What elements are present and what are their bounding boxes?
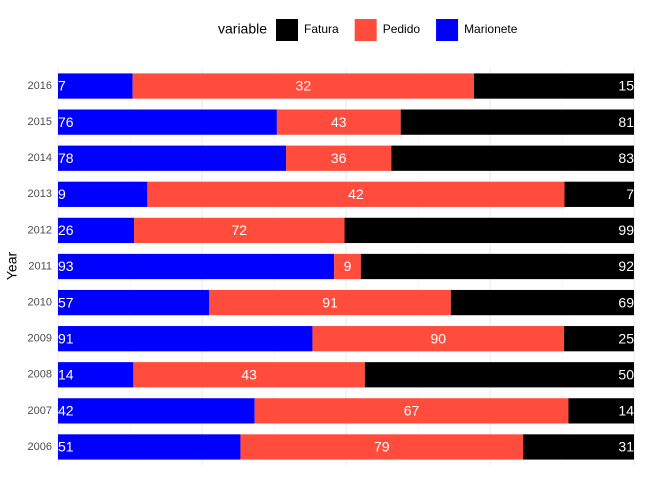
bar-segment bbox=[58, 326, 313, 352]
data-label: 36 bbox=[331, 150, 347, 166]
bar-segment bbox=[391, 145, 634, 171]
data-label: 91 bbox=[322, 294, 338, 310]
bar-segment bbox=[254, 398, 569, 424]
legend-title: variable bbox=[218, 21, 267, 37]
data-label: 9 bbox=[58, 186, 66, 202]
data-label: 90 bbox=[430, 330, 446, 346]
legend-label: Pedido bbox=[383, 22, 421, 36]
bar-segment bbox=[58, 73, 133, 99]
bar-segment bbox=[474, 73, 634, 99]
bar-segment bbox=[564, 181, 634, 207]
bar-segment bbox=[364, 362, 634, 388]
data-label: 99 bbox=[618, 222, 634, 238]
bar-segment bbox=[209, 289, 451, 316]
data-label: 83 bbox=[618, 150, 634, 166]
y-tick-label: 2016 bbox=[28, 80, 52, 92]
data-label: 32 bbox=[296, 78, 312, 94]
y-tick-label: 2012 bbox=[28, 224, 52, 236]
data-label: 76 bbox=[58, 114, 74, 130]
bar-segment bbox=[58, 109, 277, 135]
y-tick-label: 2007 bbox=[28, 405, 52, 417]
bar-segment bbox=[58, 362, 134, 388]
bar-segment bbox=[58, 217, 135, 244]
bar-segment bbox=[564, 326, 634, 352]
data-label: 7 bbox=[58, 78, 66, 94]
y-tick-label: 2006 bbox=[28, 441, 52, 453]
y-tick-label: 2013 bbox=[28, 188, 52, 200]
data-label: 91 bbox=[58, 330, 74, 346]
bar-segment bbox=[58, 434, 241, 460]
y-axis-title: Year bbox=[4, 252, 20, 281]
y-tick-label: 2010 bbox=[28, 296, 52, 308]
bar-segment bbox=[133, 362, 365, 388]
data-label: 26 bbox=[58, 222, 74, 238]
data-label: 93 bbox=[58, 258, 74, 274]
y-tick-label: 2014 bbox=[28, 152, 52, 164]
bar-segment bbox=[134, 217, 345, 244]
data-label: 78 bbox=[58, 150, 74, 166]
data-label: 79 bbox=[374, 439, 390, 455]
y-tick-label: 2015 bbox=[28, 116, 52, 128]
bar-segment bbox=[58, 253, 335, 280]
data-label: 67 bbox=[404, 403, 420, 419]
bar-segment bbox=[344, 217, 634, 244]
data-label: 42 bbox=[348, 186, 364, 202]
bar-segment bbox=[400, 109, 634, 135]
bar-segment bbox=[58, 145, 287, 171]
bar-segment bbox=[276, 109, 401, 135]
bar-segment bbox=[240, 434, 524, 460]
bar-segment bbox=[132, 73, 474, 99]
bar-segment bbox=[58, 289, 210, 316]
y-tick-label: 2011 bbox=[28, 260, 52, 272]
bar-segment bbox=[58, 181, 148, 207]
data-label: 57 bbox=[58, 294, 74, 310]
data-label: 72 bbox=[231, 222, 247, 238]
data-label: 31 bbox=[618, 439, 634, 455]
data-label: 7 bbox=[626, 186, 634, 202]
bar-segment bbox=[568, 398, 634, 424]
data-label: 14 bbox=[58, 366, 74, 382]
bar-segment bbox=[450, 289, 634, 316]
bar-segment bbox=[334, 253, 361, 280]
data-label: 43 bbox=[241, 366, 257, 382]
legend-key bbox=[354, 19, 377, 41]
data-label: 43 bbox=[331, 114, 347, 130]
data-label: 9 bbox=[344, 258, 352, 274]
data-label: 51 bbox=[58, 439, 74, 455]
data-label: 25 bbox=[618, 330, 634, 346]
data-label: 69 bbox=[618, 294, 634, 310]
y-tick-label: 2009 bbox=[28, 333, 52, 345]
data-label: 81 bbox=[618, 114, 634, 130]
bar-segment bbox=[147, 181, 565, 207]
data-label: 92 bbox=[618, 258, 634, 274]
bar-segment bbox=[286, 145, 392, 171]
legend-label: Fatura bbox=[304, 22, 339, 36]
bar-segment bbox=[58, 398, 255, 424]
legend-key bbox=[276, 19, 298, 41]
y-tick-label: 2008 bbox=[28, 369, 52, 381]
data-label: 14 bbox=[618, 403, 634, 419]
data-label: 15 bbox=[618, 78, 634, 94]
data-label: 42 bbox=[58, 403, 74, 419]
bar-segment bbox=[312, 326, 565, 352]
data-label: 50 bbox=[618, 366, 634, 382]
bar-segment bbox=[360, 253, 634, 280]
legend-key bbox=[436, 19, 459, 41]
bar-segment bbox=[523, 434, 634, 460]
legend-label: Marionete bbox=[464, 22, 518, 36]
